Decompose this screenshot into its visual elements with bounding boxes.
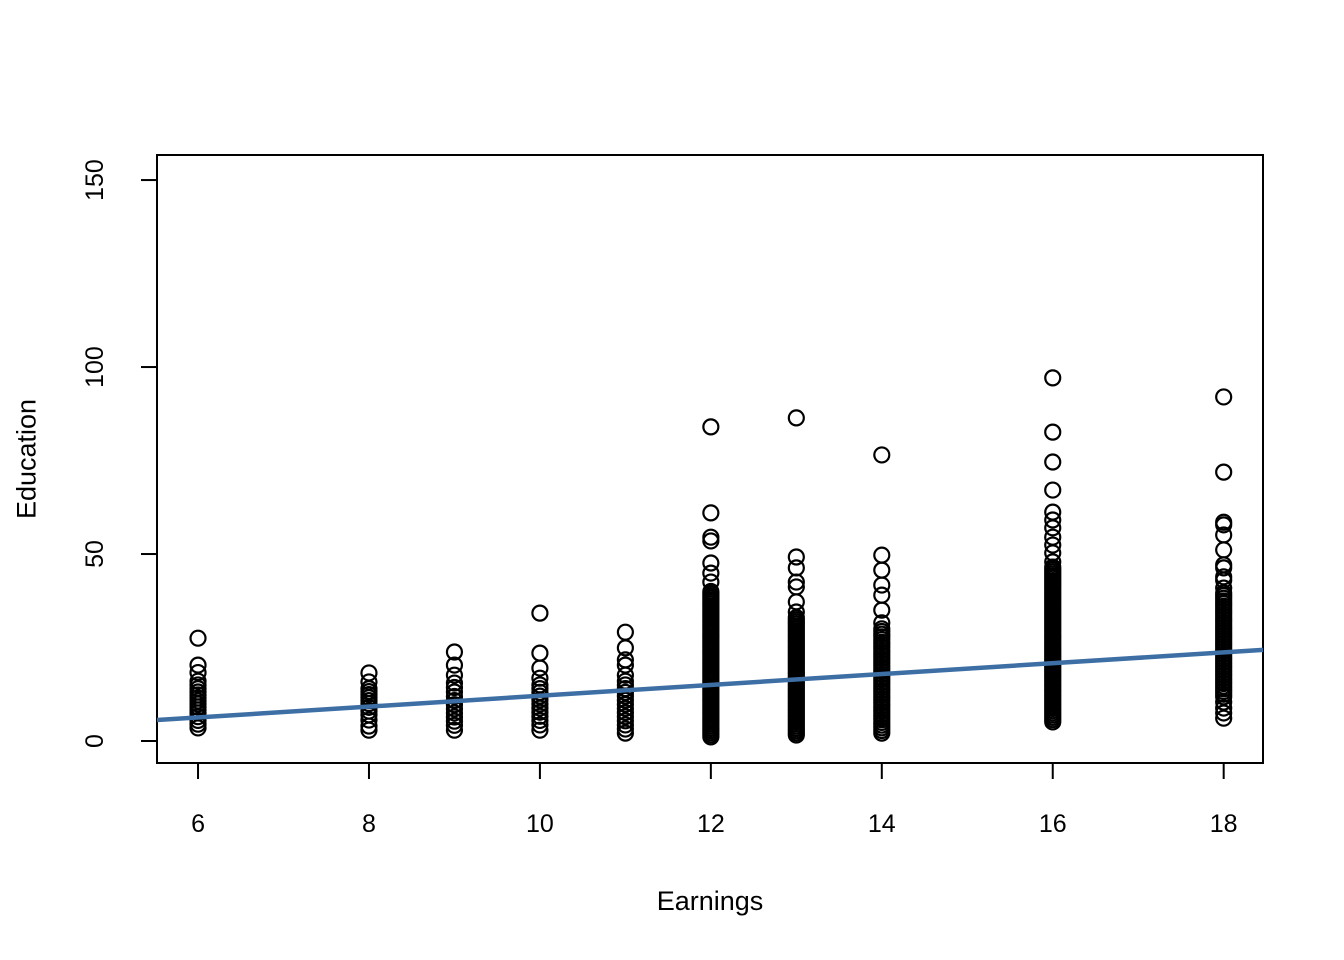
data-point: [702, 528, 720, 546]
data-point: [1215, 704, 1233, 722]
data-point: [1044, 453, 1062, 471]
data-point: [189, 629, 207, 647]
data-point: [445, 656, 464, 674]
data-point: [360, 673, 378, 691]
data-point: [616, 656, 634, 674]
data-point: [1215, 463, 1233, 481]
data-point: [787, 578, 805, 596]
data-point: [702, 418, 720, 436]
x-tick-label: 8: [362, 810, 376, 838]
y-tick-label: 0: [81, 734, 109, 748]
data-point: [1044, 423, 1062, 441]
data-point: [873, 561, 891, 579]
data-point: [1215, 541, 1233, 559]
data-point: [531, 669, 549, 687]
data-point: [531, 644, 549, 662]
data-point: [702, 582, 720, 601]
data-point: [873, 620, 891, 638]
data-point: [531, 676, 549, 694]
data-point: [873, 546, 891, 564]
data-point: [360, 711, 378, 729]
x-axis-label: Earnings: [656, 886, 764, 916]
data-point: [1215, 513, 1233, 531]
data-point: [189, 663, 207, 682]
data-point: [1215, 568, 1233, 586]
data-point: [702, 573, 720, 591]
data-point: [1044, 528, 1062, 546]
data-point: [1215, 693, 1233, 711]
data-point: [445, 721, 464, 739]
data-point: [360, 664, 378, 682]
data-point: [873, 586, 891, 604]
data-point: [873, 576, 891, 594]
data-point: [1215, 579, 1233, 597]
data-point: [1044, 536, 1062, 554]
data-point: [1044, 553, 1062, 571]
data-point: [616, 623, 634, 641]
data-point: [787, 593, 805, 611]
data-point: [445, 674, 464, 692]
data-point: [445, 687, 464, 706]
x-tick-label: 18: [1210, 810, 1238, 838]
data-point: [445, 666, 464, 684]
x-tick-label: 16: [1039, 810, 1067, 838]
data-point: [445, 678, 464, 697]
data-point: [702, 554, 720, 572]
data-point: [702, 504, 720, 522]
regression-line: [156, 647, 1264, 723]
data-point: [1215, 388, 1233, 406]
data-point: [787, 559, 805, 577]
data-point: [531, 716, 549, 734]
data-point: [873, 446, 891, 464]
data-point: [531, 721, 549, 739]
data-point: [787, 603, 805, 621]
x-tick-label: 12: [697, 810, 725, 838]
data-point: [445, 643, 464, 661]
data-point: [1215, 699, 1233, 717]
data-point: [1215, 526, 1233, 544]
data-point: [873, 614, 891, 632]
data-point: [787, 548, 805, 566]
data-point: [189, 656, 207, 674]
x-tick-label: 6: [191, 810, 205, 838]
x-tick-label: 14: [868, 810, 896, 838]
data-point: [1044, 511, 1062, 529]
data-point: [787, 409, 805, 427]
data-point: [1044, 481, 1062, 499]
data-point: [1044, 369, 1062, 387]
y-tick-label: 50: [81, 540, 109, 568]
data-point: [702, 564, 720, 582]
data-point: [1044, 503, 1062, 521]
y-axis-label: Education: [11, 398, 42, 520]
y-tick-label: 100: [81, 346, 109, 388]
data-point: [616, 651, 634, 669]
y-tick-label: 150: [81, 159, 109, 201]
data-point: [531, 604, 549, 622]
x-tick-label: 10: [526, 810, 554, 838]
data-point: [531, 659, 549, 677]
